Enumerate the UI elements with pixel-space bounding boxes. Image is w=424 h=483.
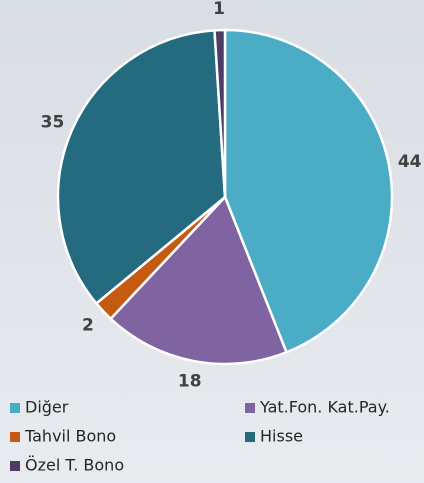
legend-label: Hisse — [260, 427, 303, 446]
data-label: 35 — [41, 112, 65, 132]
legend-swatch — [245, 432, 255, 442]
data-label: 1 — [213, 0, 225, 19]
pie-slice — [108, 194, 289, 366]
pie-slice — [56, 29, 227, 306]
legend-swatch — [10, 432, 20, 442]
pie-slice — [213, 28, 227, 198]
legend-swatch — [245, 403, 255, 413]
legend-label: Yat.Fon. Kat.Pay. — [259, 398, 390, 417]
data-label: 18 — [178, 372, 202, 392]
legend-label: Tahvil Bono — [24, 427, 116, 446]
pie-slice — [223, 28, 394, 354]
legend-label: Özel T. Bono — [25, 456, 124, 475]
legend-swatch — [10, 403, 20, 413]
data-label: 44 — [398, 152, 422, 172]
data-label: 2 — [82, 316, 94, 336]
legend-swatch — [10, 461, 20, 471]
legend-label: Diğer — [25, 398, 69, 417]
